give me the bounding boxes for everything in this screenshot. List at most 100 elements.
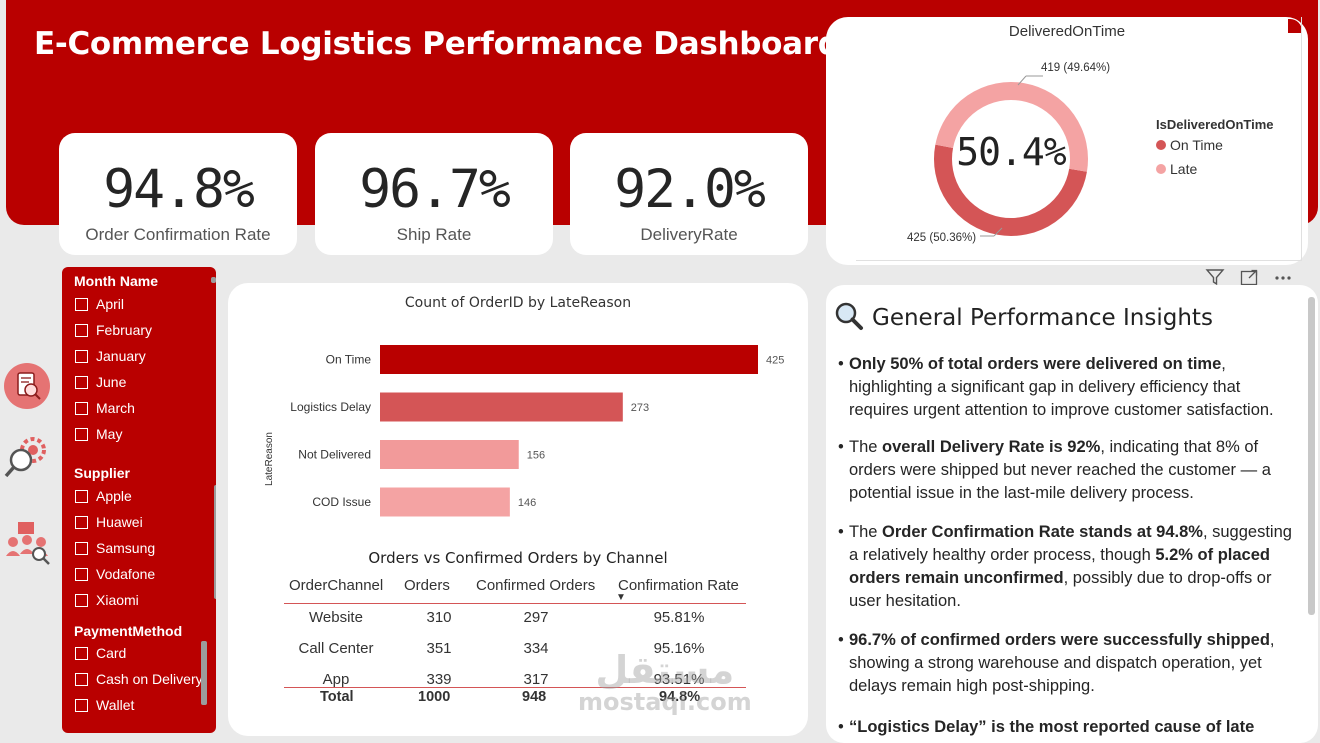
team-icon[interactable]: [3, 516, 53, 570]
slicer-item-supplier[interactable]: Apple: [75, 488, 132, 504]
checkbox[interactable]: [75, 323, 88, 337]
table-cell: Call Center: [298, 640, 374, 657]
sort-desc-icon[interactable]: ▼: [616, 592, 626, 603]
slicer-item-label: Apple: [96, 488, 132, 504]
insight-item: • “Logistics Delay” is the most reported …: [838, 716, 1304, 739]
late-reason-card[interactable]: Count of OrderID by LateReason LateReaso…: [228, 283, 808, 736]
legend-item-late[interactable]: Late: [1156, 161, 1274, 177]
bar-data-label: 425: [766, 355, 784, 367]
insight-item: • The Order Confirmation Rate stands at 9…: [838, 521, 1304, 613]
table-cell: 339: [426, 671, 452, 688]
bar-data-label: 273: [631, 402, 649, 414]
slicer-item-label: Cash on Delivery: [96, 671, 203, 687]
table-cell: 317: [523, 671, 549, 688]
month-scrollbar[interactable]: [211, 277, 216, 283]
donut-slice-on-time[interactable]: [934, 144, 1087, 236]
table-row[interactable]: App 339 317 93.51%: [284, 671, 746, 695]
slicer-item-label: Huawei: [96, 514, 143, 530]
payment-scrollbar[interactable]: [201, 641, 207, 705]
category-tick-label: On Time: [326, 353, 372, 367]
slicer-item-payment[interactable]: Cash on Delivery: [75, 671, 203, 687]
insights-panel[interactable]: General Performance Insights • Only 50% o…: [826, 285, 1318, 743]
filter-icon[interactable]: [1203, 267, 1227, 292]
checkbox[interactable]: [75, 375, 88, 389]
legend-label: On Time: [1170, 137, 1223, 153]
total-rate: 94.8%: [659, 689, 701, 705]
legend-item-ontime[interactable]: On Time: [1156, 137, 1274, 153]
slicer-item-supplier[interactable]: Vodafone: [75, 566, 155, 582]
bullet-marker: •: [838, 718, 844, 736]
table-total-row: Total 1000 948 94.8%: [284, 689, 746, 713]
donut-legend: IsDeliveredOnTime On Time Late: [1156, 117, 1274, 185]
kpi-label: Order Confirmation Rate: [85, 225, 271, 244]
slicer-item-label: Card: [96, 645, 127, 661]
kpi-value: 96.7%: [359, 159, 511, 220]
slicer-item-supplier[interactable]: Huawei: [75, 514, 143, 530]
settings-search-icon[interactable]: [3, 432, 51, 486]
kpi-card-ship-rate[interactable]: 96.7% Ship Rate: [315, 133, 553, 255]
bar-logistics-delay[interactable]: [380, 392, 623, 422]
more-options-icon[interactable]: [1271, 267, 1295, 292]
legend-marker: [1156, 140, 1166, 150]
slicer-item-supplier[interactable]: Xiaomi: [75, 592, 139, 608]
late-reason-bar-chart: LateReason On Time 425 Logistics Delay 273 N…: [264, 345, 784, 517]
checkbox[interactable]: [75, 427, 88, 441]
checkbox[interactable]: [75, 593, 88, 607]
slicer-item-label: May: [96, 426, 123, 442]
bar-cod-issue[interactable]: [380, 487, 510, 517]
insights-scrollbar[interactable]: [1308, 297, 1315, 615]
checkbox[interactable]: [75, 489, 88, 503]
slicer-item-supplier[interactable]: Samsung: [75, 540, 155, 556]
checkbox[interactable]: [75, 349, 88, 363]
slicer-item-payment[interactable]: Wallet: [75, 697, 134, 713]
watermark-latin: mostaqi.com: [578, 688, 752, 716]
checkbox[interactable]: [75, 515, 88, 529]
slicer-item-month[interactable]: February: [75, 322, 152, 338]
kpi-label: Ship Rate: [396, 225, 472, 244]
category-tick-label: Logistics Delay: [290, 400, 371, 414]
slicer-item-label: April: [96, 296, 125, 312]
bar-chart-title: Count of OrderID by LateReason: [404, 295, 632, 311]
table-title: Orders vs Confirmed Orders by Channel: [368, 549, 668, 567]
slicer-item-month[interactable]: April: [75, 296, 124, 312]
bar-on-time[interactable]: [380, 345, 758, 374]
table-cell: 95.81%: [653, 609, 705, 626]
total-label: Total: [320, 689, 354, 705]
slicer-item-month[interactable]: January: [75, 348, 146, 364]
table-row[interactable]: Call Center 351 334 95.16%: [284, 640, 746, 664]
checkbox[interactable]: [75, 541, 88, 555]
slicer-item-month[interactable]: March: [75, 400, 135, 416]
checkbox[interactable]: [75, 567, 88, 581]
report-icon[interactable]: [3, 362, 51, 414]
table-cell: Website: [309, 609, 363, 626]
donut-chart-card[interactable]: DeliveredOnTime 419 (49.64%) 425 (50.36%…: [826, 17, 1308, 265]
insight-item: • 96.7% of confirmed orders were successf…: [838, 629, 1304, 698]
slicer-item-month[interactable]: May: [75, 426, 122, 442]
checkbox[interactable]: [75, 646, 88, 660]
bar-not-delivered[interactable]: [380, 440, 519, 469]
table-row[interactable]: Website 310 297 95.81%: [284, 609, 746, 633]
donut-slice-late[interactable]: [935, 82, 1088, 172]
corner-accent: [1288, 19, 1302, 33]
column-header[interactable]: OrderChannel: [289, 577, 384, 594]
checkbox[interactable]: [75, 401, 88, 415]
kpi-card-delivery-rate[interactable]: 92.0% DeliveryRate: [570, 133, 808, 255]
insights-header: General Performance Insights: [834, 301, 1213, 335]
column-header[interactable]: Confirmed Orders: [476, 577, 596, 594]
supplier-scrollbar[interactable]: [214, 485, 216, 599]
slicer-item-payment[interactable]: Card: [75, 645, 126, 661]
bullet-marker: •: [838, 631, 844, 649]
slicer-item-month[interactable]: June: [75, 374, 126, 390]
checkbox[interactable]: [75, 698, 88, 712]
donut-data-label-ontime: 425 (50.36%): [907, 232, 976, 244]
table-cell: App: [322, 671, 350, 688]
focus-mode-icon[interactable]: [1237, 267, 1261, 292]
column-header[interactable]: Orders: [404, 577, 450, 594]
checkbox[interactable]: [75, 297, 88, 311]
checkbox[interactable]: [75, 672, 88, 686]
column-header[interactable]: Confirmation Rate: [618, 577, 739, 594]
bullet-marker: •: [838, 438, 844, 456]
bullet-marker: •: [838, 523, 844, 541]
kpi-card-confirmation[interactable]: 94.8% Order Confirmation Rate: [59, 133, 297, 255]
category-tick-label: COD Issue: [312, 495, 371, 509]
